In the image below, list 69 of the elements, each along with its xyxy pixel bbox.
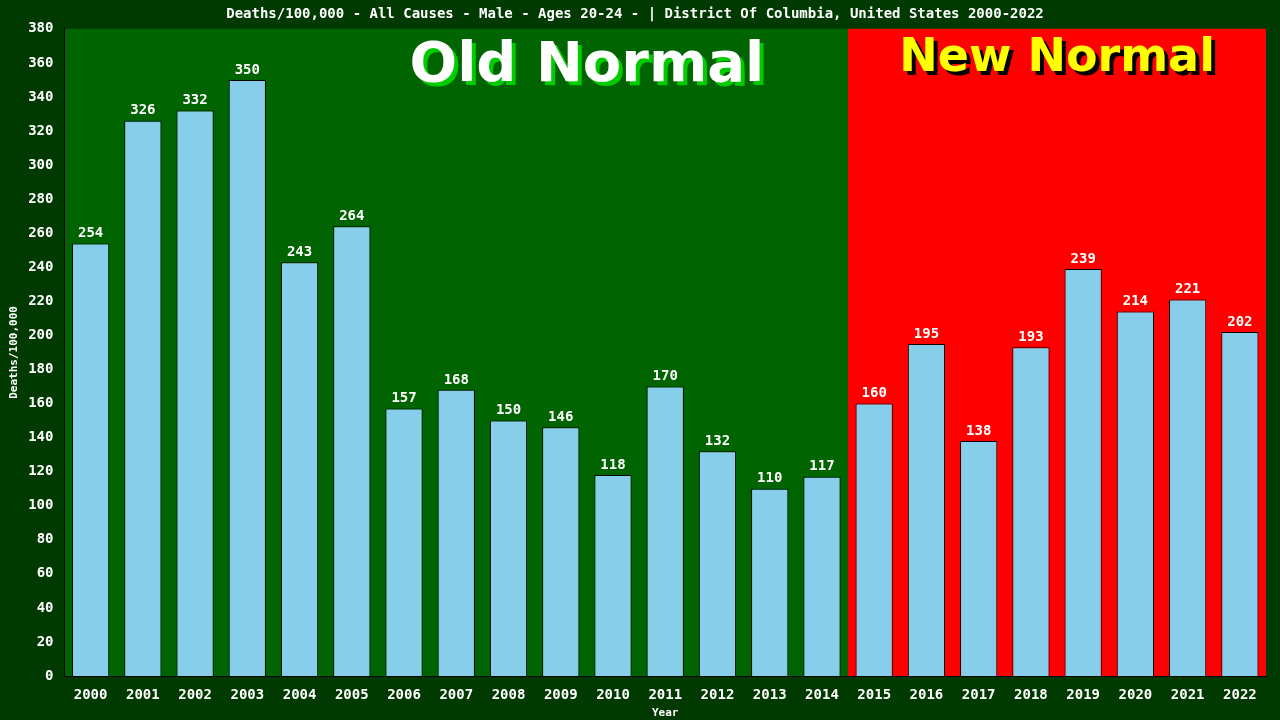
x-tick-label: 2021 (1170, 686, 1205, 703)
y-tick-label: 140 (28, 428, 54, 445)
data-label: 132 (704, 431, 731, 448)
y-tick-label: 40 (36, 598, 54, 615)
y-tick-label: 360 (28, 53, 54, 70)
data-label: 193 (1018, 327, 1044, 344)
y-tick-label: 180 (28, 360, 54, 377)
y-axis-title: Deaths/100,000 (7, 306, 21, 399)
data-label: 332 (182, 91, 208, 108)
y-tick-label: 340 (28, 87, 54, 104)
data-label: 326 (130, 101, 156, 118)
x-tick-label: 2007 (439, 686, 474, 703)
x-tick-label: 2015 (857, 686, 892, 703)
y-tick-label: 300 (28, 155, 54, 172)
data-label: 138 (966, 421, 992, 438)
x-tick-label: 2012 (700, 686, 735, 703)
x-tick-label: 2008 (491, 686, 526, 703)
data-label: 214 (1122, 292, 1149, 309)
y-tick-label: 120 (28, 462, 54, 479)
data-label: 118 (600, 455, 626, 472)
data-label: 157 (391, 389, 417, 406)
x-tick-label: 2001 (125, 686, 160, 703)
x-tick-label: 2014 (805, 686, 839, 703)
data-label: 146 (548, 407, 574, 424)
y-tick-label: 80 (36, 530, 54, 547)
data-label: 168 (443, 370, 469, 387)
data-label: 254 (77, 224, 104, 241)
x-tick-label: 2016 (909, 686, 944, 703)
y-tick-label: 240 (28, 257, 54, 274)
x-tick-label: 2018 (1014, 686, 1048, 703)
x-tick-label: 2020 (1118, 686, 1153, 703)
data-label: 150 (495, 401, 522, 418)
data-label: 202 (1227, 312, 1253, 329)
data-label: 195 (913, 324, 940, 341)
x-tick-label: 2019 (1066, 686, 1101, 703)
x-tick-label: 2003 (230, 686, 265, 703)
x-tick-label: 2017 (961, 686, 996, 703)
x-tick-label: 2004 (282, 686, 317, 703)
x-tick-label: 2011 (648, 686, 683, 703)
y-tick-label: 100 (28, 496, 54, 513)
data-label: 243 (286, 242, 313, 259)
x-tick-label: 2013 (752, 686, 787, 703)
x-tick-label: 2005 (334, 686, 369, 703)
data-label: 239 (1070, 249, 1096, 266)
y-tick-label: 320 (28, 121, 54, 138)
data-label: 160 (861, 384, 887, 401)
y-tick-label: 160 (28, 394, 54, 411)
x-tick-label: 2022 (1223, 686, 1257, 703)
data-label: 110 (757, 469, 783, 486)
x-tick-label: 2002 (178, 686, 212, 703)
y-tick-label: 20 (36, 632, 54, 649)
data-label: 264 (339, 207, 365, 224)
x-axis-title: Year (651, 706, 679, 720)
data-label: 350 (234, 60, 260, 77)
y-tick-label: 200 (28, 326, 54, 343)
y-tick-label: 60 (36, 564, 54, 581)
y-tick-label: 0 (45, 666, 54, 683)
data-label: 221 (1174, 280, 1201, 297)
x-tick-label: 2010 (596, 686, 630, 703)
y-tick-label: 220 (28, 291, 54, 308)
data-label: 170 (652, 367, 678, 384)
y-tick-label: 380 (28, 19, 54, 36)
data-label: 117 (809, 457, 835, 474)
y-tick-label: 260 (28, 223, 54, 240)
chart-title: Deaths/100,000 - All Causes - Male - Ages 20-24 - | District Of Columbia, United States 2000-2022 (226, 5, 1044, 23)
x-tick-label: 2009 (543, 686, 578, 703)
x-tick-label: 2006 (387, 686, 421, 703)
y-tick-label: 280 (28, 189, 54, 206)
x-tick-label: 2000 (73, 686, 108, 703)
